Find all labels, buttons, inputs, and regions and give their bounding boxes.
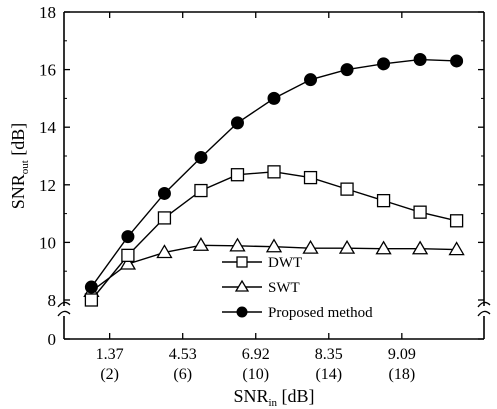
legend-label-proposed-method: Proposed method [268,305,373,321]
y-tick-label: 10 [39,233,56,252]
data-point-proposed-method [340,63,354,77]
data-point-dwt [267,165,281,179]
data-point-proposed-method [194,150,208,164]
data-point-swt [265,238,283,253]
legend-label-dwt: DWT [268,255,302,271]
y-tick-label: 12 [39,176,56,195]
data-point-proposed-method [84,280,98,294]
legend-marker-dwt [236,256,248,268]
data-point-dwt [194,183,208,198]
x-tick-sublabel: (6) [173,366,192,383]
data-point-swt [448,241,465,256]
x-tick-label: 1.37 [96,346,124,363]
data-point-proposed-method [121,230,135,244]
axis-break-mark-left [57,310,71,317]
data-point-dwt [340,182,354,196]
x-tick-sublabel: (10) [242,366,269,383]
x-tick-sublabel: (14) [315,366,342,383]
data-point-swt [375,240,392,255]
axis-break-mark-right [477,301,491,308]
data-point-dwt [376,193,391,208]
data-point-swt [338,239,356,254]
data-point-dwt [121,248,135,263]
data-point-proposed-method [304,73,318,87]
data-point-swt [411,240,429,255]
y-tick-label: 8 [48,291,57,310]
x-tick-sublabel: (2) [100,366,119,383]
x-tick-sublabel: (18) [388,366,415,383]
data-point-dwt [157,211,172,225]
data-point-proposed-method [377,57,391,71]
axis-break-mark-right [477,310,491,317]
legend-marker-swt [234,279,250,292]
x-tick-label: 8.35 [315,346,343,363]
y-tick-label: 0 [48,330,57,349]
data-point-dwt [230,168,245,182]
data-point-dwt [84,293,99,307]
data-point-dwt [303,170,318,185]
y-tick-label: 16 [39,61,56,80]
data-point-proposed-method [157,186,171,200]
legend-marker-proposed-method [236,306,248,318]
data-point-swt [156,244,173,259]
data-point-proposed-method [450,54,464,68]
y-tick-label: 14 [39,118,57,137]
axis-break-mark-left [57,301,71,308]
data-point-dwt [449,214,464,228]
x-tick-label: 9.09 [388,346,416,363]
data-point-proposed-method [267,91,281,105]
y-tick-label: 18 [39,3,56,22]
data-point-swt [229,237,246,252]
legend-label-swt: SWT [268,280,300,296]
data-point-dwt [413,205,427,219]
x-tick-label: 4.53 [169,346,197,363]
x-tick-label: 6.92 [242,346,270,363]
y-axis-title: SNRout [dB] [8,123,31,210]
data-point-swt [119,255,137,270]
data-point-swt [192,236,210,251]
x-axis-title: SNRin [dB] [233,386,314,409]
data-point-proposed-method [230,116,244,130]
data-point-swt [302,239,319,254]
plot-frame [63,11,485,340]
data-point-proposed-method [413,53,427,67]
